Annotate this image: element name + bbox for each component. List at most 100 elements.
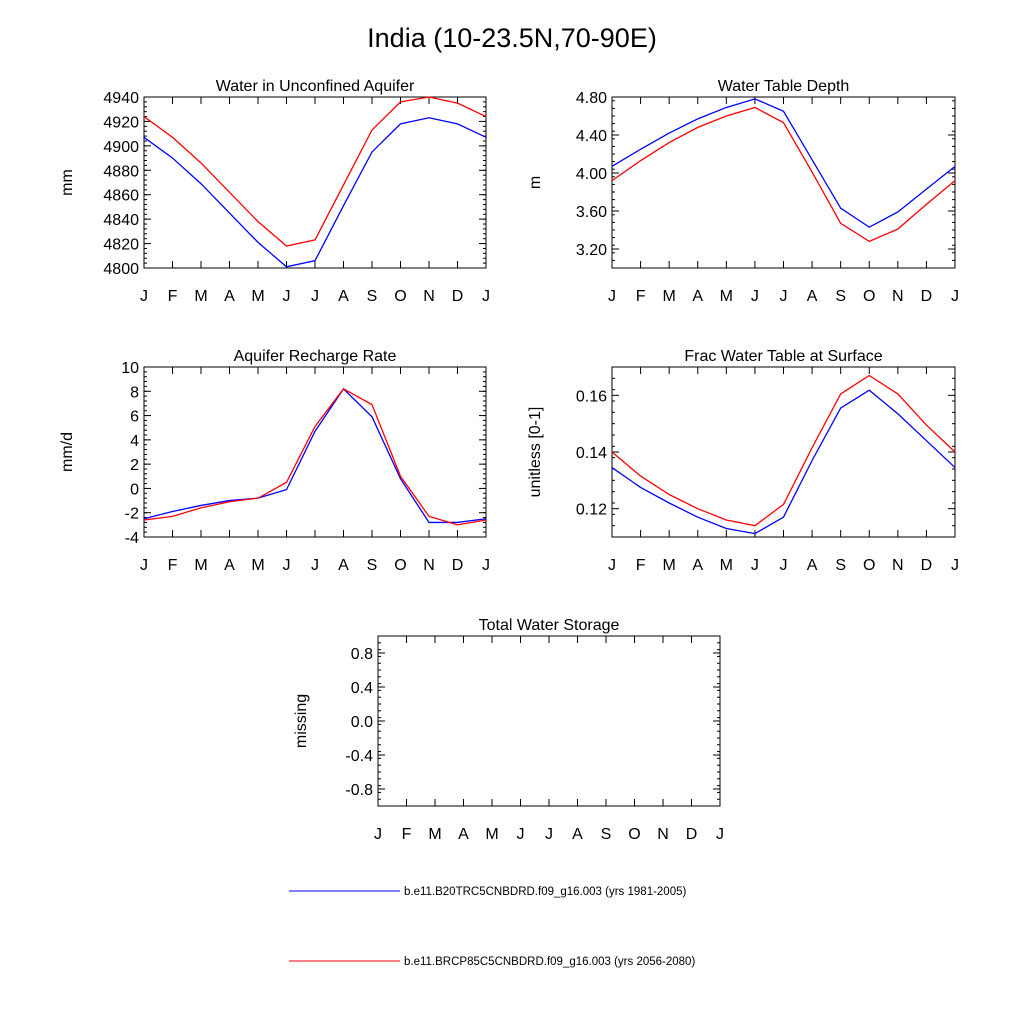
x-tick-label: S bbox=[367, 288, 378, 305]
x-tick-label: J bbox=[140, 288, 148, 305]
x-tick-label: F bbox=[636, 288, 646, 305]
x-tick-label: M bbox=[194, 288, 207, 305]
chart-title: Water in Unconfined Aquifer bbox=[216, 78, 415, 95]
y-tick-label: 0.4 bbox=[351, 680, 373, 697]
y-tick-label: 4 bbox=[130, 433, 139, 450]
y-tick-label: 6 bbox=[130, 409, 139, 426]
x-tick-label: J bbox=[951, 288, 959, 305]
chart-title: Water Table Depth bbox=[718, 78, 850, 95]
x-tick-label: F bbox=[168, 288, 178, 305]
x-tick-label: M bbox=[663, 288, 676, 305]
y-tick-label: 4840 bbox=[103, 212, 139, 229]
x-tick-label: M bbox=[485, 826, 498, 843]
x-tick-label: M bbox=[663, 557, 676, 574]
y-tick-label: 3.60 bbox=[576, 204, 607, 221]
series-line-blue-frac-water-table bbox=[611, 389, 956, 535]
x-tick-label: S bbox=[601, 826, 612, 843]
legend-label: b.e11.BRCP85C5CNBDRD.f09_g16.003 (yrs 20… bbox=[404, 956, 695, 968]
x-tick-label: A bbox=[692, 557, 703, 574]
y-tick-label: 4.40 bbox=[576, 128, 607, 145]
plot-frame bbox=[143, 96, 487, 269]
x-tick-label: S bbox=[835, 288, 846, 305]
y-tick-label: 0.16 bbox=[576, 388, 607, 405]
chart-title: Frac Water Table at Surface bbox=[684, 348, 882, 365]
y-tick-label: 8 bbox=[130, 384, 139, 401]
x-tick-label: J bbox=[608, 288, 616, 305]
y-tick-label: 3.20 bbox=[576, 242, 607, 259]
chart-title: Aquifer Recharge Rate bbox=[234, 348, 397, 365]
x-tick-label: J bbox=[716, 826, 724, 843]
series-line-blue-water-table-depth bbox=[611, 98, 956, 228]
x-tick-label: M bbox=[251, 557, 264, 574]
x-tick-label: F bbox=[636, 557, 646, 574]
y-tick-label: 0.12 bbox=[576, 502, 607, 519]
y-tick-label: 4820 bbox=[103, 237, 139, 254]
plot-frame bbox=[143, 366, 487, 538]
x-tick-label: A bbox=[224, 288, 235, 305]
y-tick-label: 4940 bbox=[103, 90, 139, 107]
x-tick-label: O bbox=[863, 557, 875, 574]
x-tick-label: J bbox=[751, 557, 759, 574]
x-tick-label: O bbox=[394, 288, 406, 305]
x-tick-label: A bbox=[338, 288, 349, 305]
x-tick-label: J bbox=[951, 557, 959, 574]
x-tick-label: J bbox=[482, 557, 490, 574]
y-tick-label: 4920 bbox=[103, 114, 139, 131]
x-tick-label: J bbox=[517, 826, 525, 843]
x-tick-label: N bbox=[892, 557, 904, 574]
y-tick-label: 0.8 bbox=[351, 646, 373, 663]
x-tick-label: A bbox=[224, 557, 235, 574]
x-tick-label: N bbox=[423, 288, 435, 305]
chart-frac-water-table-surface: Frac Water Table at Surface unitless [0-1… bbox=[527, 348, 959, 574]
x-tick-label: S bbox=[835, 557, 846, 574]
y-tick-label: 4.00 bbox=[576, 166, 607, 183]
x-tick-label: J bbox=[311, 557, 319, 574]
series-line-red-recharge-rate bbox=[143, 388, 487, 526]
x-tick-label: A bbox=[572, 826, 583, 843]
y-tick-label: -2 bbox=[125, 506, 139, 523]
chart-title: Total Water Storage bbox=[479, 617, 620, 634]
x-tick-label: J bbox=[283, 557, 291, 574]
x-tick-label: M bbox=[720, 557, 733, 574]
x-tick-label: D bbox=[452, 288, 464, 305]
series-line-red-frac-water-table bbox=[611, 374, 956, 527]
x-tick-label: N bbox=[423, 557, 435, 574]
x-tick-label: J bbox=[283, 288, 291, 305]
y-tick-label: -0.8 bbox=[345, 782, 373, 799]
x-tick-label: M bbox=[194, 557, 207, 574]
legend: b.e11.B20TRC5CNBDRD.f09_g16.003 (yrs 198… bbox=[289, 886, 695, 968]
y-axis-label: mm bbox=[59, 169, 76, 196]
y-tick-label: 4800 bbox=[103, 261, 139, 278]
x-tick-label: O bbox=[628, 826, 640, 843]
x-tick-label: A bbox=[807, 288, 818, 305]
x-tick-label: J bbox=[780, 288, 788, 305]
x-tick-label: M bbox=[720, 288, 733, 305]
x-tick-label: F bbox=[168, 557, 178, 574]
y-tick-label: 0 bbox=[130, 481, 139, 498]
y-tick-label: 4.80 bbox=[576, 90, 607, 107]
plot-frame bbox=[611, 366, 956, 538]
x-tick-label: D bbox=[921, 557, 933, 574]
x-tick-label: A bbox=[807, 557, 818, 574]
x-tick-label: J bbox=[374, 826, 382, 843]
x-tick-label: D bbox=[921, 288, 933, 305]
y-tick-label: 10 bbox=[121, 360, 139, 377]
x-tick-label: S bbox=[367, 557, 378, 574]
y-axis-label: m bbox=[527, 176, 544, 189]
x-tick-label: N bbox=[657, 826, 669, 843]
x-tick-label: J bbox=[751, 288, 759, 305]
series-line-blue-recharge-rate bbox=[143, 387, 487, 524]
x-tick-label: J bbox=[608, 557, 616, 574]
series-line-red-water-table-depth bbox=[611, 106, 956, 243]
x-tick-label: A bbox=[458, 826, 469, 843]
y-tick-label: 4880 bbox=[103, 163, 139, 180]
x-tick-label: A bbox=[692, 288, 703, 305]
y-axis-label: unitless [0-1] bbox=[527, 407, 544, 498]
x-tick-label: O bbox=[863, 288, 875, 305]
x-tick-label: N bbox=[892, 288, 904, 305]
x-tick-label: J bbox=[780, 557, 788, 574]
